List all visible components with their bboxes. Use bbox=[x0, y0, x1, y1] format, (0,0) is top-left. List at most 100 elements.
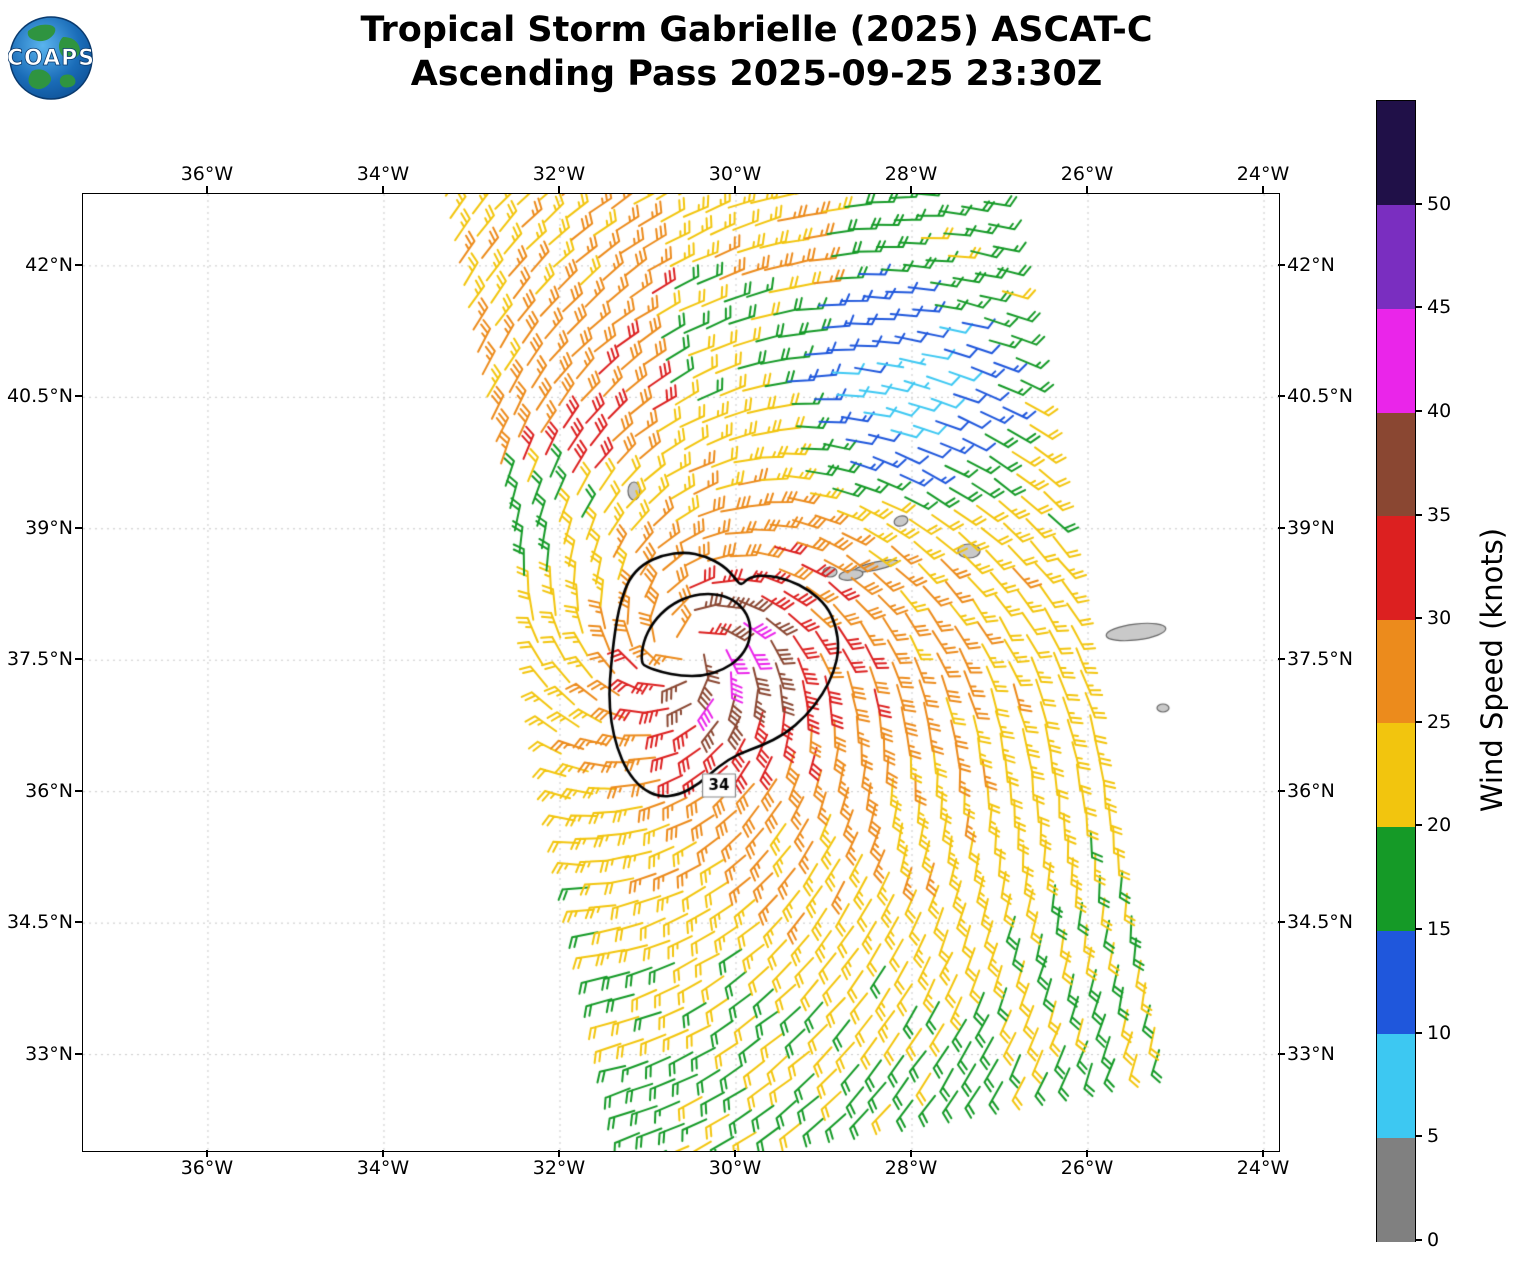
lat-tick-label-left: 40.5°N bbox=[6, 385, 73, 408]
lon-tick-label-top: 30°W bbox=[708, 163, 762, 185]
lon-tickmark-bottom bbox=[381, 1150, 384, 1157]
colorbar-segment bbox=[1377, 826, 1415, 931]
colorbar-tick-label: 30 bbox=[1427, 607, 1452, 630]
lon-tickmark-top bbox=[1262, 186, 1265, 193]
lon-tick-label-bottom: 28°W bbox=[884, 1157, 938, 1179]
lat-tick-label-right: 36°N bbox=[1287, 779, 1335, 802]
lat-tick-label-left: 39°N bbox=[25, 516, 73, 539]
lon-tickmark-bottom bbox=[1262, 1150, 1265, 1157]
colorbar-tickmark bbox=[1416, 513, 1422, 516]
lat-tickmark-right bbox=[1278, 1052, 1285, 1055]
colorbar-tick-label: 25 bbox=[1427, 710, 1452, 733]
colorbar-segment bbox=[1377, 515, 1415, 620]
lat-tick-label-left: 36°N bbox=[25, 779, 73, 802]
lon-tickmark-bottom bbox=[1086, 1150, 1089, 1157]
lat-tickmark-left bbox=[75, 921, 82, 924]
lon-tick-label-bottom: 26°W bbox=[1060, 1157, 1114, 1179]
lat-tickmark-right bbox=[1278, 395, 1285, 398]
lat-tick-label-left: 34.5°N bbox=[6, 911, 73, 934]
lon-tickmark-top bbox=[734, 186, 736, 193]
colorbar-tick-label: 40 bbox=[1427, 399, 1452, 422]
lon-tick-label-top: 36°W bbox=[180, 163, 234, 185]
colorbar bbox=[1376, 100, 1416, 1242]
lon-tickmark-top bbox=[205, 186, 208, 193]
lon-tick-label-top: 34°W bbox=[356, 163, 410, 185]
coaps-logo-text: COAPS bbox=[8, 46, 94, 71]
colorbar-tickmark bbox=[1416, 824, 1422, 827]
lon-tickmark-top bbox=[1086, 186, 1089, 193]
lon-tick-label-top: 24°W bbox=[1236, 163, 1290, 185]
lat-tick-label-right: 37.5°N bbox=[1287, 648, 1354, 671]
lat-tick-label-right: 42°N bbox=[1287, 253, 1335, 276]
colorbar-tickmark bbox=[1416, 202, 1422, 205]
lat-tickmark-left bbox=[75, 1052, 82, 1055]
colorbar-tick-label: 50 bbox=[1427, 192, 1452, 215]
lat-tick-label-right: 34.5°N bbox=[1287, 911, 1354, 934]
lat-tickmark-right bbox=[1278, 921, 1285, 924]
colorbar-tickmark bbox=[1416, 928, 1422, 931]
colorbar-tickmark bbox=[1416, 720, 1422, 723]
colorbar-segment bbox=[1377, 619, 1415, 724]
colorbar-segment bbox=[1377, 411, 1415, 517]
colorbar-tick-label: 5 bbox=[1427, 1125, 1440, 1148]
lat-tickmark-left bbox=[75, 526, 82, 529]
lon-tickmark-bottom bbox=[910, 1150, 912, 1157]
lon-tickmark-bottom bbox=[734, 1150, 736, 1157]
colorbar-tickmark bbox=[1416, 409, 1422, 412]
colorbar-tickmark bbox=[1416, 617, 1422, 620]
map-plot-area bbox=[82, 193, 1280, 1152]
colorbar-tickmark bbox=[1416, 1135, 1422, 1138]
lat-tickmark-right bbox=[1278, 789, 1285, 792]
lat-tick-label-right: 39°N bbox=[1287, 516, 1335, 539]
lon-tickmark-top bbox=[381, 186, 384, 193]
lon-tick-label-bottom: 32°W bbox=[532, 1157, 586, 1179]
lon-tickmark-top bbox=[910, 186, 912, 193]
lat-tickmark-left bbox=[75, 263, 82, 266]
lon-tickmark-top bbox=[557, 186, 560, 193]
colorbar-tick-label: 20 bbox=[1427, 814, 1452, 837]
colorbar-tickmark bbox=[1416, 1031, 1422, 1034]
colorbar-tick-label: 0 bbox=[1427, 1229, 1440, 1251]
colorbar-tick-label: 15 bbox=[1427, 918, 1452, 941]
wind-barb-canvas bbox=[83, 194, 1279, 1151]
lat-tickmark-left bbox=[75, 395, 82, 398]
colorbar-segment bbox=[1377, 1033, 1415, 1138]
chart-title-line2: Ascending Pass 2025-09-25 23:30Z bbox=[410, 54, 1103, 94]
lat-tickmark-left bbox=[75, 789, 82, 792]
lon-tickmark-bottom bbox=[557, 1150, 560, 1157]
lon-tickmark-bottom bbox=[205, 1150, 208, 1157]
colorbar-tick-label: 10 bbox=[1427, 1021, 1452, 1044]
colorbar-segment bbox=[1377, 930, 1415, 1035]
coaps-logo: COAPS bbox=[6, 13, 95, 101]
colorbar-segment bbox=[1377, 722, 1415, 828]
colorbar-tick-label: 35 bbox=[1427, 503, 1452, 526]
lat-tick-label-right: 40.5°N bbox=[1287, 385, 1354, 408]
chart-title-line1: Tropical Storm Gabrielle (2025) ASCAT-C bbox=[360, 10, 1153, 50]
lat-tickmark-right bbox=[1278, 658, 1285, 661]
lon-tick-label-bottom: 36°W bbox=[180, 1157, 234, 1179]
lon-tick-label-bottom: 24°W bbox=[1236, 1157, 1290, 1179]
lat-tickmark-left bbox=[75, 658, 82, 661]
colorbar-segment bbox=[1377, 1137, 1415, 1242]
colorbar-tickmark bbox=[1416, 306, 1422, 309]
lon-tick-label-bottom: 30°W bbox=[708, 1157, 762, 1179]
chart-title: Tropical Storm Gabrielle (2025) ASCAT-C … bbox=[0, 8, 1513, 96]
coaps-globe-icon: COAPS bbox=[6, 16, 95, 100]
lat-tickmark-right bbox=[1278, 526, 1285, 529]
colorbar-segment bbox=[1377, 308, 1415, 413]
lon-tick-label-top: 32°W bbox=[532, 163, 586, 185]
colorbar-segment bbox=[1377, 101, 1415, 206]
colorbar-tick-label: 45 bbox=[1427, 296, 1452, 319]
lon-tick-label-top: 26°W bbox=[1060, 163, 1114, 185]
colorbar-tickmark bbox=[1416, 1239, 1422, 1241]
colorbar-segment bbox=[1377, 204, 1415, 309]
lat-tick-label-left: 42°N bbox=[25, 253, 73, 276]
colorbar-label: Wind Speed (knots) bbox=[1475, 527, 1509, 813]
lat-tick-label-left: 37.5°N bbox=[6, 648, 73, 671]
lon-tick-label-bottom: 34°W bbox=[356, 1157, 410, 1179]
lat-tick-label-right: 33°N bbox=[1287, 1042, 1335, 1065]
lat-tickmark-right bbox=[1278, 263, 1285, 266]
lat-tick-label-left: 33°N bbox=[25, 1042, 73, 1065]
lon-tick-label-top: 28°W bbox=[884, 163, 938, 185]
